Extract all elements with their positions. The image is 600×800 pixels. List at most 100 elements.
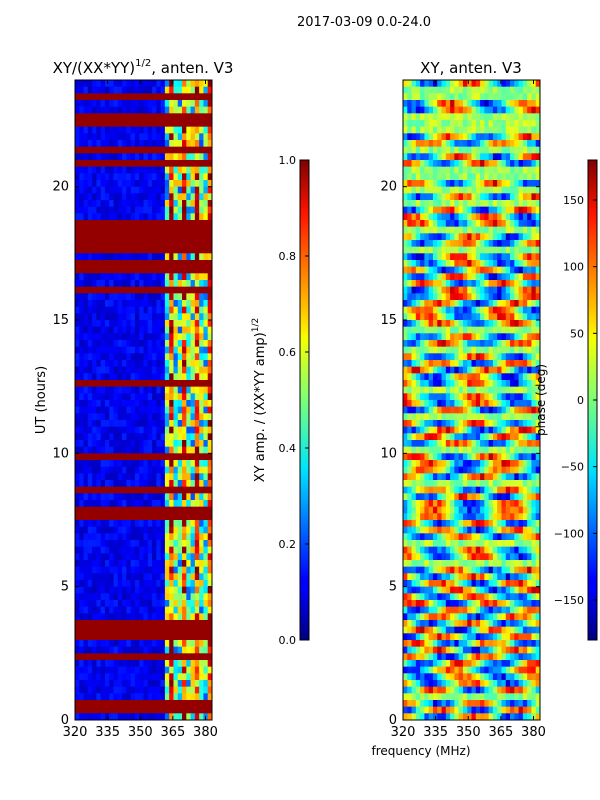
heatmap-cell — [450, 393, 455, 401]
heatmap-cell — [514, 80, 520, 88]
heatmap-cell — [437, 126, 443, 134]
heatmap-cell — [104, 446, 110, 454]
heatmap-cell — [424, 460, 430, 468]
heatmap-cell — [160, 713, 166, 720]
heatmap-cell — [199, 666, 205, 674]
heatmap-cell — [126, 513, 132, 521]
heatmap-cell — [467, 286, 473, 294]
heatmap-cell — [96, 466, 102, 474]
heatmap-cell — [160, 120, 166, 128]
heatmap-cell — [445, 333, 451, 341]
heatmap-cell — [164, 653, 170, 661]
heatmap-cell — [432, 353, 438, 361]
heatmap-cell — [169, 393, 175, 401]
heatmap-cell — [190, 706, 196, 714]
heatmap-cell — [113, 433, 119, 441]
heatmap-cell — [484, 186, 490, 194]
heatmap-cell — [100, 280, 106, 288]
heatmap-cell — [492, 413, 498, 421]
heatmap-cell — [501, 200, 507, 208]
heatmap-cell — [458, 366, 464, 374]
heatmap-cell — [475, 266, 481, 274]
heatmap-cell — [160, 333, 166, 341]
heatmap-cell — [454, 360, 460, 368]
heatmap-cell — [462, 360, 468, 368]
heatmap-cell — [126, 660, 132, 668]
heatmap-cell — [199, 546, 205, 554]
heatmap-cell — [203, 513, 209, 521]
heatmap-cell — [164, 613, 170, 621]
heatmap-cell — [117, 420, 123, 428]
heatmap-cell — [415, 366, 421, 374]
heatmap-cell — [424, 106, 430, 114]
heatmap-cell — [92, 393, 98, 401]
heatmap-cell — [432, 113, 438, 121]
heatmap-cell — [497, 313, 503, 321]
heatmap-cell — [424, 133, 430, 141]
heatmap-cell — [152, 513, 157, 521]
heatmap-cell — [104, 453, 110, 461]
heatmap-cell — [109, 626, 115, 634]
heatmap-cell — [458, 293, 464, 301]
heatmap-cell — [164, 620, 170, 628]
heatmap-cell — [190, 273, 196, 281]
heatmap-cell — [156, 446, 162, 454]
heatmap-cell — [488, 86, 494, 94]
heatmap-cell — [186, 573, 192, 581]
heatmap-cell — [190, 653, 196, 661]
heatmap-cell — [497, 300, 503, 308]
heatmap-cell — [488, 260, 494, 268]
heatmap-cell — [194, 580, 200, 588]
heatmap-cell — [194, 286, 200, 294]
heatmap-cell — [194, 313, 200, 321]
heatmap-cell — [445, 113, 451, 121]
heatmap-cell — [109, 280, 115, 288]
heatmap-cell — [87, 293, 93, 301]
heatmap-cell — [126, 380, 132, 388]
heatmap-cell — [190, 213, 196, 221]
heatmap-cell — [407, 313, 413, 321]
heatmap-cell — [480, 353, 485, 361]
heatmap-cell — [104, 500, 110, 508]
heatmap-cell — [126, 280, 132, 288]
heatmap-cell — [100, 646, 106, 654]
heatmap-cell — [152, 113, 157, 121]
heatmap-cell — [199, 493, 205, 501]
heatmap-cell — [152, 526, 157, 534]
heatmap-cell — [152, 653, 157, 661]
heatmap-cell — [147, 686, 153, 694]
heatmap-cell — [182, 400, 187, 408]
heatmap-cell — [445, 220, 451, 228]
heatmap-cell — [117, 540, 123, 548]
heatmap-cell — [199, 353, 205, 361]
heatmap-cell — [130, 233, 136, 241]
heatmap-cell — [428, 393, 434, 401]
heatmap-cell — [488, 166, 494, 174]
heatmap-cell — [190, 613, 196, 621]
heatmap-cell — [130, 280, 136, 288]
heatmap-cell — [160, 660, 166, 668]
heatmap-cell — [156, 120, 162, 128]
heatmap-cell — [450, 206, 455, 214]
heatmap-cell — [126, 426, 132, 434]
heatmap-cell — [510, 313, 515, 321]
heatmap-cell — [83, 360, 89, 368]
heatmap-cell — [462, 426, 468, 434]
heatmap-cell — [190, 340, 196, 348]
heatmap-cell — [535, 306, 540, 314]
heatmap-cell — [535, 420, 540, 428]
heatmap-cell — [130, 673, 136, 681]
heatmap-cell — [92, 440, 98, 448]
heatmap-cell — [403, 366, 408, 374]
heatmap-cell — [182, 373, 187, 381]
heatmap-cell — [505, 100, 511, 108]
heatmap-cell — [92, 360, 98, 368]
heatmap-cell — [182, 500, 187, 508]
heatmap-cell — [164, 680, 170, 688]
heatmap-cell — [492, 406, 498, 414]
heatmap-cell — [194, 300, 200, 308]
heatmap-cell — [147, 593, 153, 601]
heatmap-cell — [152, 693, 157, 701]
heatmap-cell — [75, 593, 80, 601]
heatmap-cell — [164, 546, 170, 554]
